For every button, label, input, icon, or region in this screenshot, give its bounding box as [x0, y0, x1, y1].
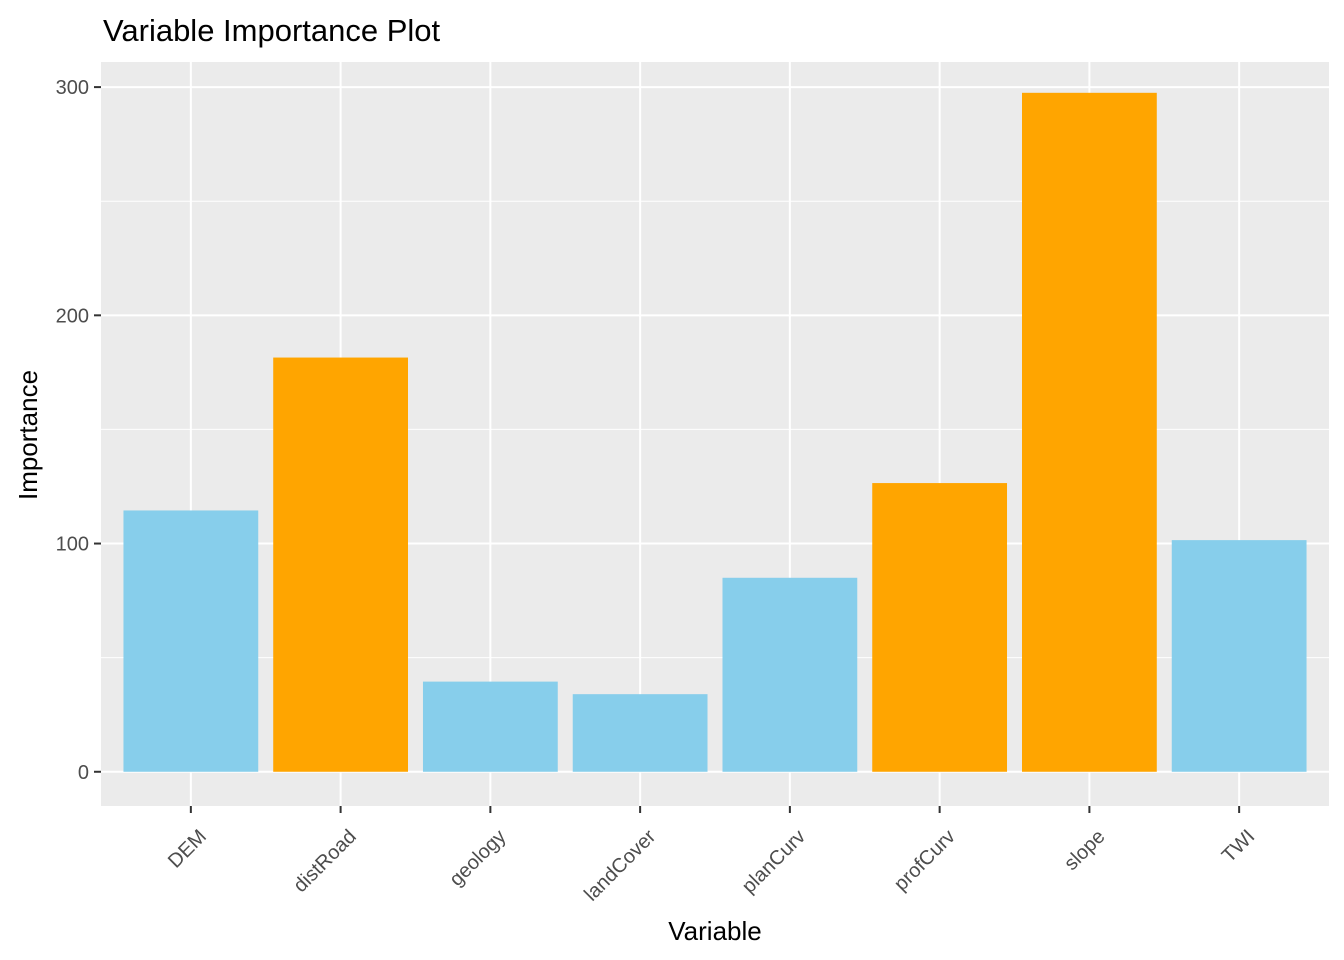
- bar-twi: [1171, 540, 1307, 772]
- x-tick-label-distroad: distRoad: [289, 826, 360, 897]
- y-axis: 0 100 200 300: [56, 77, 101, 784]
- bars-group: [123, 92, 1307, 772]
- x-axis-title: Variable: [668, 916, 761, 946]
- bar-distroad: [273, 357, 408, 772]
- y-tick-label: 300: [56, 77, 89, 99]
- bar-plancurv: [722, 577, 858, 772]
- x-tick-label-twi: TWI: [1218, 826, 1259, 867]
- y-tick-label: 0: [78, 762, 89, 784]
- x-tick-label-landcover: landCover: [580, 825, 660, 905]
- x-axis: DEM distRoad geology landCover planCurv profC…: [164, 806, 1259, 906]
- bar-landcover: [572, 694, 708, 772]
- y-tick-label: 200: [56, 305, 89, 327]
- bar-dem: [123, 510, 259, 772]
- x-tick-label-dem: DEM: [164, 826, 211, 873]
- y-tick-label: 100: [56, 534, 89, 556]
- x-tick-label-profcurv: profCurv: [890, 826, 960, 896]
- y-axis-title: Importance: [13, 370, 43, 500]
- x-tick-label-slope: slope: [1060, 826, 1109, 875]
- x-tick-label-plancurv: planCurv: [738, 826, 810, 898]
- bar-geology: [422, 681, 558, 772]
- bar-slope: [1022, 92, 1157, 772]
- chart-title: Variable Importance Plot: [103, 13, 441, 48]
- x-tick-label-geology: geology: [445, 826, 510, 891]
- bar-profcurv: [872, 483, 1008, 772]
